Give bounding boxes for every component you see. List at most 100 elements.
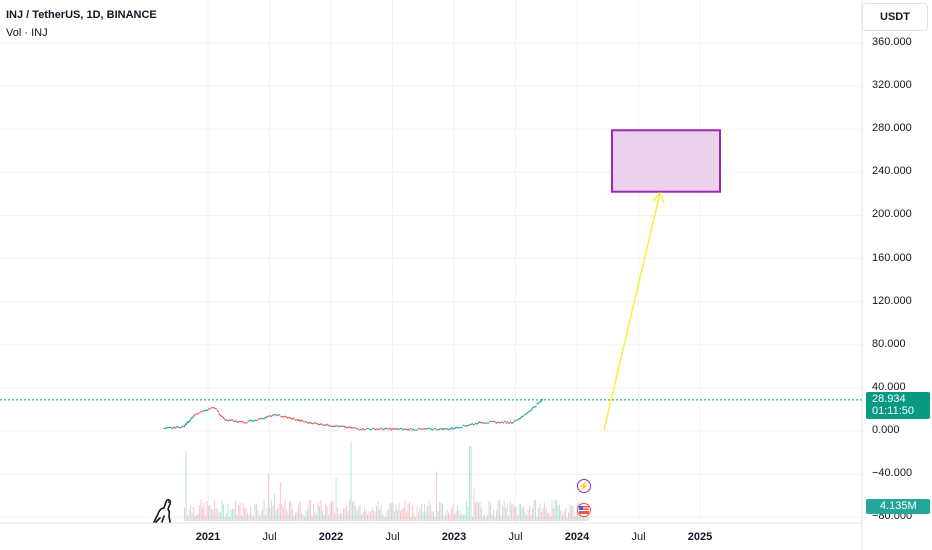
- price-segment: [440, 427, 443, 430]
- volume-bar: [536, 516, 538, 521]
- volume-bar: [362, 512, 364, 521]
- volume-bar: [575, 512, 577, 521]
- price-segment: [274, 413, 277, 416]
- price-segment: [344, 425, 347, 429]
- volume-bar: [407, 503, 409, 521]
- volume-bar: [395, 504, 397, 521]
- bar-countdown: 01:11:50: [872, 405, 915, 417]
- volume-bar: [586, 514, 588, 521]
- price-segment: [411, 428, 415, 431]
- price-segment: [521, 414, 525, 418]
- price-segment: [525, 411, 529, 415]
- volume-bar: [190, 505, 192, 521]
- volume-bar: [428, 500, 430, 521]
- volume-bar: [422, 511, 424, 521]
- tradingview-dino-logo-icon[interactable]: [150, 496, 176, 524]
- volume-bar: [413, 513, 415, 521]
- price-segment: [220, 415, 224, 418]
- volume-bar: [497, 501, 499, 521]
- time-tick-label: Jul: [385, 531, 400, 543]
- volume-bar: [274, 493, 276, 521]
- volume-bar: [346, 505, 348, 521]
- price-segment: [247, 420, 250, 423]
- volume-bar: [350, 441, 352, 521]
- price-segment: [491, 420, 494, 423]
- volume-bar: [574, 516, 576, 521]
- price-segment: [481, 421, 484, 424]
- volume-bar: [269, 508, 271, 521]
- price-segment: [324, 424, 327, 426]
- volume-bar: [557, 504, 559, 521]
- last-price-value: 28.934: [872, 393, 906, 405]
- volume-indicator-label[interactable]: Vol · INJ: [6, 27, 48, 39]
- price-segment: [505, 421, 509, 424]
- volume-bar: [293, 515, 295, 521]
- volume-bar: [545, 507, 547, 521]
- volume-bar: [283, 507, 285, 521]
- symbol-title[interactable]: INJ / TetherUS, 1D, BINANCE: [6, 9, 157, 21]
- price-segment: [175, 425, 179, 429]
- volume-bar: [301, 512, 303, 521]
- volume-bar: [185, 451, 187, 521]
- price-segment: [425, 427, 429, 430]
- price-tick-label: 240.000: [872, 165, 912, 178]
- price-segment: [499, 421, 503, 424]
- currency-button[interactable]: USDT: [862, 3, 928, 31]
- volume-bar: [275, 509, 277, 521]
- volume-bar: [199, 504, 201, 521]
- volume-bar: [214, 499, 216, 521]
- volume-bar: [347, 511, 349, 521]
- time-tick-label: Jul: [262, 531, 277, 543]
- volume-bar: [523, 506, 525, 521]
- price-segment: [243, 421, 246, 424]
- price-segment: [275, 414, 279, 417]
- volume-bar: [319, 506, 321, 521]
- price-segment: [288, 416, 291, 419]
- volume-bar: [473, 488, 475, 521]
- price-segment: [536, 402, 539, 405]
- price-segment: [383, 427, 387, 430]
- price-tick-label: 360.000: [872, 36, 912, 48]
- lightning-event-icon[interactable]: ⚡: [577, 479, 591, 493]
- volume-bar: [478, 502, 480, 521]
- price-segment: [165, 426, 168, 430]
- volume-bar: [455, 511, 457, 521]
- price-segment: [519, 415, 523, 420]
- price-segment: [474, 422, 478, 425]
- volume-bar: [215, 508, 217, 521]
- volume-bar: [514, 506, 516, 521]
- volume-bar: [389, 502, 391, 521]
- volume-bar: [316, 514, 318, 521]
- volume-bar: [463, 514, 465, 521]
- price-tick-label: 320.000: [872, 79, 912, 92]
- price-segment: [391, 427, 395, 430]
- volume-bar: [502, 506, 504, 521]
- volume-bar: [562, 515, 564, 521]
- price-segment: [348, 426, 351, 429]
- price-segment: [179, 426, 183, 429]
- volume-bar: [467, 506, 469, 521]
- volume-bar: [571, 505, 573, 521]
- volume-bar: [475, 502, 477, 521]
- volume-bar: [281, 504, 283, 521]
- price-segment: [540, 398, 544, 403]
- price-segment: [241, 420, 244, 423]
- price-segment: [534, 405, 537, 408]
- volume-bar: [404, 499, 406, 521]
- price-segment: [194, 413, 197, 416]
- volume-bar: [287, 512, 289, 521]
- price-segment: [310, 422, 314, 425]
- price-segment: [407, 428, 411, 431]
- volume-bar: [337, 507, 339, 521]
- price-segment: [454, 426, 458, 430]
- volume-bar: [565, 507, 567, 521]
- volume-bar: [298, 503, 300, 521]
- flag-event-icon[interactable]: [577, 503, 591, 517]
- price-segment: [429, 428, 433, 431]
- volume-bar: [482, 515, 484, 521]
- volume-bar: [266, 508, 268, 521]
- volume-bar: [509, 500, 511, 521]
- volume-bar: [338, 514, 340, 521]
- volume-bar: [349, 499, 351, 521]
